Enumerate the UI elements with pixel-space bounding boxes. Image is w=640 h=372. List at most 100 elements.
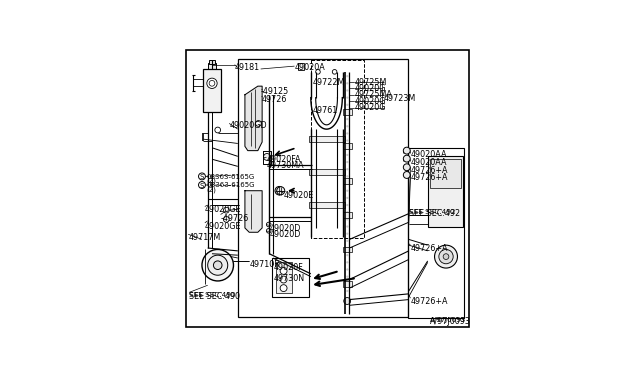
Circle shape xyxy=(346,75,349,77)
Text: 49723M: 49723M xyxy=(384,94,416,103)
Text: 49717M: 49717M xyxy=(188,233,220,242)
Bar xyxy=(309,136,345,142)
Text: 49726+A: 49726+A xyxy=(411,297,449,306)
Circle shape xyxy=(198,182,205,189)
Bar xyxy=(343,281,352,287)
Circle shape xyxy=(346,225,349,228)
Text: (2): (2) xyxy=(206,186,216,193)
Text: 49020GE: 49020GE xyxy=(205,205,241,214)
Circle shape xyxy=(266,228,271,233)
Circle shape xyxy=(223,217,229,222)
Bar xyxy=(429,159,461,188)
Bar xyxy=(272,258,309,297)
Text: 49761: 49761 xyxy=(312,106,337,115)
Text: 49020G: 49020G xyxy=(355,97,386,106)
Circle shape xyxy=(208,255,228,275)
Circle shape xyxy=(346,161,349,163)
Text: -49125: -49125 xyxy=(260,87,289,96)
Text: 49726+A: 49726+A xyxy=(411,166,449,174)
Circle shape xyxy=(346,89,349,92)
Text: 49725MA: 49725MA xyxy=(355,90,392,99)
Text: 49726+A: 49726+A xyxy=(411,244,449,253)
Circle shape xyxy=(403,171,410,179)
Bar xyxy=(343,144,352,149)
Circle shape xyxy=(403,147,410,154)
Circle shape xyxy=(435,245,458,268)
Circle shape xyxy=(346,104,349,106)
Text: 49020D: 49020D xyxy=(269,230,301,239)
Bar xyxy=(428,156,463,227)
Text: SEE SEC.492: SEE SEC.492 xyxy=(409,209,456,215)
Text: S: S xyxy=(200,183,204,189)
Circle shape xyxy=(346,147,349,149)
Circle shape xyxy=(346,125,349,128)
Circle shape xyxy=(332,70,337,74)
Circle shape xyxy=(255,121,261,126)
Bar xyxy=(276,262,292,293)
Bar xyxy=(298,63,304,70)
Polygon shape xyxy=(245,191,262,232)
Text: 49726+A: 49726+A xyxy=(411,173,449,182)
Text: 49020GD: 49020GD xyxy=(229,121,267,131)
Text: SEE SEC.490: SEE SEC.490 xyxy=(189,292,240,301)
Circle shape xyxy=(346,276,349,278)
Circle shape xyxy=(275,186,284,195)
Text: A/97J0093: A/97J0093 xyxy=(429,317,470,326)
Text: 08363-6165G: 08363-6165G xyxy=(206,173,255,180)
Bar xyxy=(408,148,464,318)
Bar xyxy=(343,247,352,252)
Bar xyxy=(309,169,345,175)
Text: A/97J0093: A/97J0093 xyxy=(429,317,466,323)
Circle shape xyxy=(346,182,349,185)
Text: (2): (2) xyxy=(206,177,216,184)
Circle shape xyxy=(346,111,349,113)
Circle shape xyxy=(215,127,221,133)
Text: 49020AA: 49020AA xyxy=(411,150,447,159)
Bar xyxy=(343,109,352,115)
Circle shape xyxy=(346,283,349,285)
Circle shape xyxy=(266,222,271,227)
Circle shape xyxy=(346,297,349,299)
Circle shape xyxy=(403,164,410,171)
Circle shape xyxy=(202,250,234,281)
Text: SEE SEC.490: SEE SEC.490 xyxy=(189,292,236,298)
Text: 49020D: 49020D xyxy=(269,224,301,232)
Circle shape xyxy=(346,132,349,135)
Circle shape xyxy=(346,154,349,156)
Bar xyxy=(208,63,216,70)
Text: 49726: 49726 xyxy=(262,95,287,104)
Circle shape xyxy=(346,140,349,142)
Text: -49726: -49726 xyxy=(221,214,249,222)
Circle shape xyxy=(346,118,349,120)
Circle shape xyxy=(346,261,349,263)
Text: 49181: 49181 xyxy=(235,63,260,72)
Text: 49020E: 49020E xyxy=(284,191,314,200)
Circle shape xyxy=(443,254,449,260)
Text: 0B363-6165G: 0B363-6165G xyxy=(206,182,255,188)
Circle shape xyxy=(276,187,285,195)
Bar xyxy=(309,202,345,208)
Text: SEE SEC.492: SEE SEC.492 xyxy=(409,209,460,218)
Circle shape xyxy=(346,211,349,214)
Circle shape xyxy=(280,267,287,275)
Text: 49722M: 49722M xyxy=(312,78,344,87)
Bar xyxy=(343,178,352,183)
Circle shape xyxy=(346,268,349,271)
Circle shape xyxy=(213,261,222,269)
Circle shape xyxy=(346,290,349,292)
Text: 49020F: 49020F xyxy=(273,263,303,272)
Text: 49730N: 49730N xyxy=(273,274,305,283)
Circle shape xyxy=(346,254,349,256)
Text: 49020AA: 49020AA xyxy=(411,158,447,167)
Circle shape xyxy=(223,207,229,213)
Circle shape xyxy=(198,173,205,180)
Text: 49020G: 49020G xyxy=(355,103,386,112)
Circle shape xyxy=(209,80,215,86)
Text: S: S xyxy=(200,174,204,180)
Circle shape xyxy=(346,82,349,84)
Circle shape xyxy=(207,78,217,89)
Circle shape xyxy=(346,232,349,235)
Circle shape xyxy=(264,154,271,160)
Circle shape xyxy=(346,247,349,249)
Bar xyxy=(343,212,352,218)
